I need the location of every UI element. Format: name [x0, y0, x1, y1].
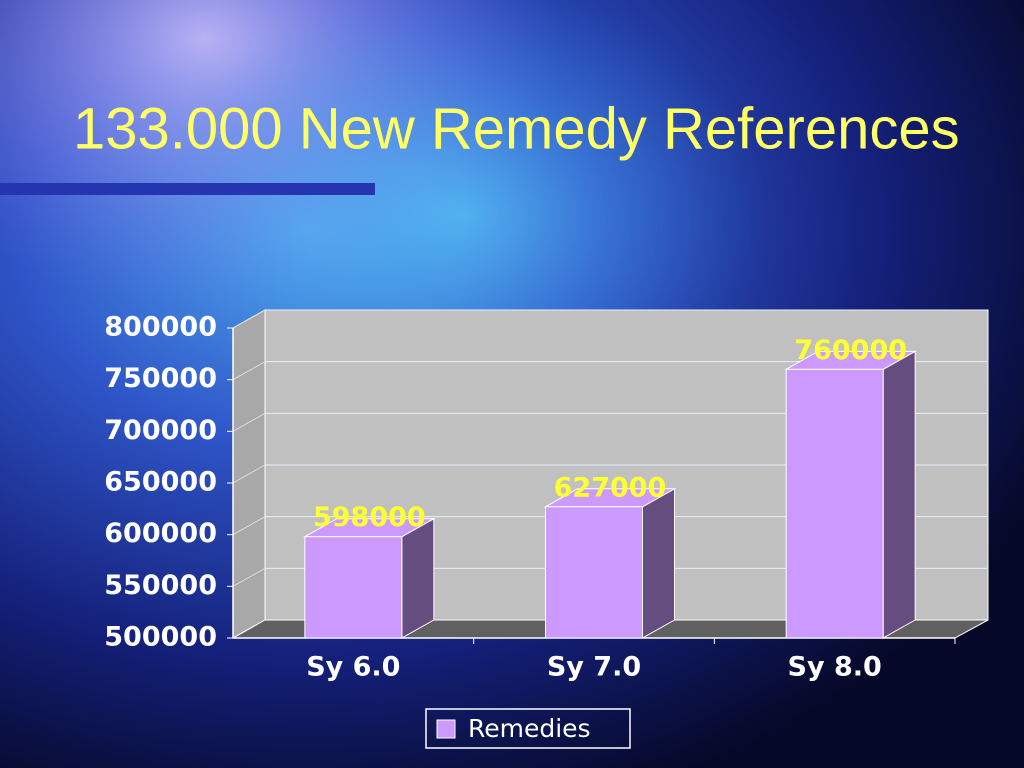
x-tick-label: Sy 7.0	[547, 652, 641, 683]
grid-line	[232, 309, 266, 329]
legend-box	[425, 708, 631, 749]
y-tick-label: 500000	[104, 622, 217, 653]
grid-line	[232, 464, 266, 484]
value-label: 760000	[794, 335, 907, 366]
value-label: 627000	[554, 472, 667, 503]
bar	[785, 368, 884, 639]
bar	[545, 506, 643, 639]
chart-title: 133.000 New Remedy References	[73, 96, 960, 161]
title-underline	[0, 183, 375, 195]
grid-line	[232, 516, 266, 536]
bar-side	[642, 487, 675, 639]
value-label: 598000	[313, 502, 426, 533]
bar-side	[882, 350, 916, 639]
y-tick-label: 550000	[104, 570, 217, 601]
x-tick-label: Sy 6.0	[306, 652, 400, 683]
y-tick-label: 600000	[104, 518, 217, 549]
x-tick-label: Sy 8.0	[788, 652, 882, 683]
grid-line	[232, 567, 266, 587]
grid-line	[232, 412, 266, 432]
bar-side	[401, 517, 435, 639]
y-tick-label: 800000	[104, 312, 217, 343]
legend-label: Remedies	[468, 714, 591, 743]
y-tick-label: 700000	[104, 415, 217, 446]
grid-line	[232, 361, 266, 381]
y-tick-label: 650000	[104, 467, 217, 498]
y-tick-label: 750000	[104, 363, 217, 394]
bar	[304, 536, 403, 639]
legend-swatch	[436, 719, 456, 739]
